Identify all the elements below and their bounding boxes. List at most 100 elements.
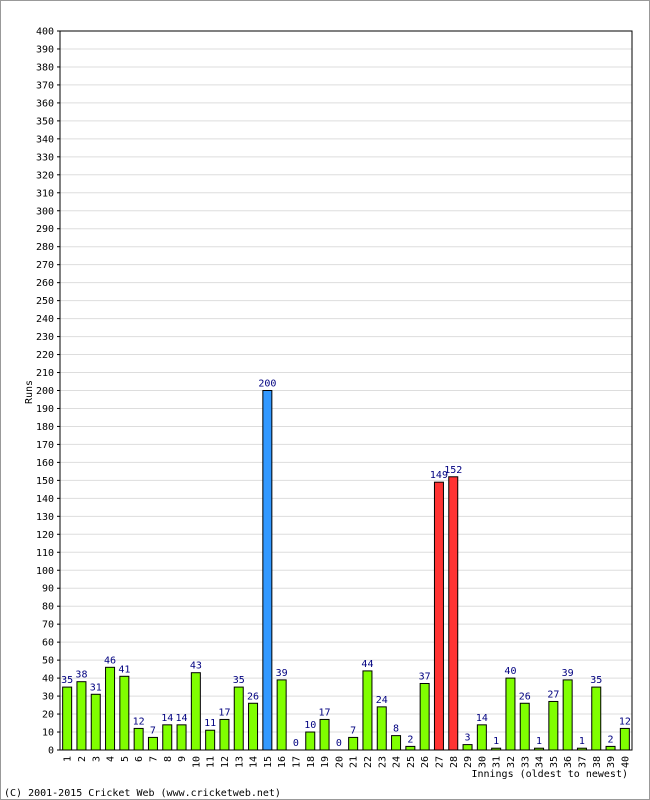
y-tick-label: 150 [36,476,54,487]
x-tick-label: 35 [549,756,560,768]
value-label: 3 [465,733,471,744]
y-tick-label: 330 [36,152,54,163]
bar [62,686,73,751]
value-label: 46 [104,655,116,666]
value-label: 8 [393,724,399,735]
y-tick-label: 310 [36,188,54,199]
y-tick-label: 320 [36,170,54,181]
value-label: 152 [444,465,462,476]
x-tick-label: 34 [535,756,546,768]
value-label: 7 [150,725,156,736]
bar [205,729,216,751]
bar [576,747,587,751]
x-tick-label: 2 [77,756,88,762]
bar [419,682,430,751]
y-tick-label: 250 [36,296,54,307]
value-label: 44 [361,659,373,670]
x-tick-label: 15 [263,756,274,768]
x-tick-label: 12 [220,756,231,768]
y-tick-label: 170 [36,440,54,451]
x-tick-label: 3 [91,756,102,762]
bar [476,724,487,751]
y-tick-label: 80 [42,602,54,613]
value-label: 0 [336,738,342,749]
y-tick-label: 210 [36,368,54,379]
bar [276,679,287,751]
value-label: 12 [619,716,631,727]
value-label: 10 [304,720,316,731]
value-label: 37 [419,671,431,682]
bar [219,718,230,751]
y-tick-label: 260 [36,278,54,289]
x-tick-label: 11 [206,756,217,768]
x-tick-label: 38 [592,756,603,768]
y-tick-label: 300 [36,206,54,217]
bar [605,745,616,751]
bar [462,744,473,751]
value-label: 40 [504,666,516,677]
y-tick-label: 290 [36,224,54,235]
bar [505,677,516,751]
value-label: 17 [319,707,331,718]
x-tick-label: 9 [177,756,188,762]
value-label: 31 [90,682,102,693]
value-label: 24 [376,695,388,706]
x-tick-label: 22 [363,756,374,768]
bar [519,702,530,751]
x-tick-label: 14 [249,756,260,768]
y-tick-label: 280 [36,242,54,253]
y-tick-label: 20 [42,710,54,721]
bar [348,736,359,751]
bar [405,745,416,751]
bar [562,679,573,751]
x-tick-label: 36 [563,756,574,768]
plot-border [59,30,633,751]
value-label: 12 [133,716,145,727]
value-label: 0 [293,738,299,749]
bar [262,390,273,751]
bar [90,693,101,751]
value-label: 17 [218,707,230,718]
bar [162,724,173,751]
x-tick-label: 27 [434,756,445,768]
x-tick-label: 30 [477,756,488,768]
x-tick-label: 31 [492,756,503,768]
y-tick-label: 370 [36,80,54,91]
x-tick-label: 13 [234,756,245,768]
y-tick-label: 70 [42,620,54,631]
x-tick-label: 19 [320,756,331,768]
bar [119,675,130,751]
y-tick-label: 60 [42,638,54,649]
x-tick-label: 20 [334,756,345,768]
y-tick-label: 390 [36,44,54,55]
x-tick-label: 18 [306,756,317,768]
value-label: 26 [247,691,259,702]
value-label: 26 [519,691,531,702]
x-tick-label: 16 [277,756,288,768]
y-tick-label: 100 [36,566,54,577]
value-label: 2 [407,734,413,745]
y-tick-label: 50 [42,656,54,667]
value-label: 14 [176,713,188,724]
value-label: 149 [430,470,448,481]
y-tick-label: 90 [42,584,54,595]
bar [105,666,116,751]
y-tick-label: 0 [48,746,54,757]
value-label: 35 [590,675,602,686]
x-tick-label: 37 [577,756,588,768]
x-tick-label: 39 [606,756,617,768]
x-tick-label: 33 [520,756,531,768]
bar [591,686,602,751]
y-tick-label: 110 [36,548,54,559]
bar [133,727,144,751]
y-tick-label: 240 [36,314,54,325]
y-tick-label: 270 [36,260,54,271]
x-tick-label: 4 [106,756,117,762]
value-label: 7 [350,725,356,736]
footer: (C) 2001-2015 Cricket Web (www.cricketwe… [4,788,281,799]
y-axis-label: Runs [24,380,35,404]
x-tick-label: 1 [63,756,74,762]
bar [248,702,259,751]
